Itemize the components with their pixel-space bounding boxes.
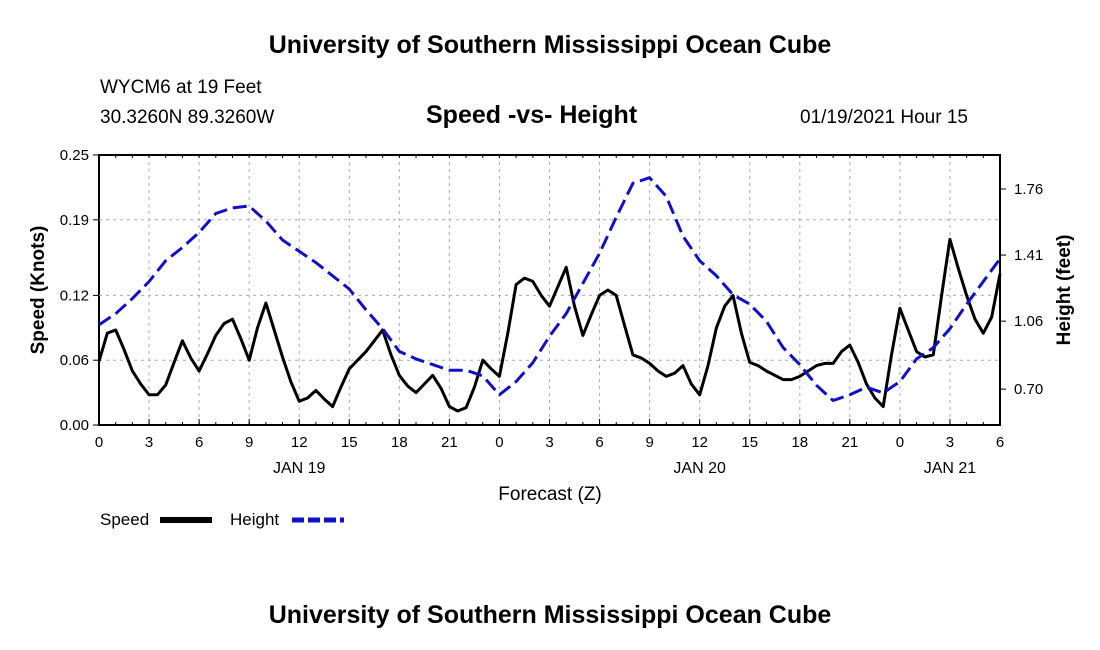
x-tick-label: 3 [145, 434, 153, 451]
station-coords: 30.3260N 89.3260W [100, 107, 275, 128]
x-tick-label: 3 [946, 434, 954, 451]
grid [99, 155, 1000, 425]
x-tick-label: 6 [595, 434, 603, 451]
legend-speed-label: Speed [100, 510, 149, 529]
speed-series-line [97, 237, 1002, 413]
header-title: University of Southern Mississippi Ocean… [268, 31, 832, 59]
station-name: WYCM6 at 19 Feet [100, 77, 262, 98]
x-tick-label: 9 [645, 434, 653, 451]
footer-title: University of Southern Mississippi Ocean… [268, 601, 832, 629]
x-tick-label: 3 [545, 434, 553, 451]
y-tick-label: 0.25 [60, 147, 89, 164]
y-axis-label: Speed (Knots) [28, 226, 49, 355]
x-tick-label: 18 [391, 434, 408, 451]
x-tick-label: 0 [495, 434, 503, 451]
axis-ticks: 0 3 6 9 12 15 18 21 0 3 6 9 12 15 18 21 0 3 6 JAN 19 JAN 20 J… [60, 147, 1043, 477]
day-label: JAN 20 [673, 460, 726, 477]
x-tick-label: 12 [691, 434, 708, 451]
x-tick-label: 0 [896, 434, 904, 451]
x-tick-label: 15 [741, 434, 758, 451]
height-series-line [98, 176, 1002, 402]
y2-axis-label: Height (feet) [1054, 235, 1075, 346]
series-layer [97, 176, 1002, 413]
y-tick-label: 0.00 [60, 417, 89, 434]
day-label: JAN 19 [273, 460, 326, 477]
x-axis-label: Forecast (Z) [498, 484, 601, 505]
timestamp: 01/19/2021 Hour 15 [800, 107, 968, 128]
x-tick-label: 6 [195, 434, 203, 451]
legend: Speed Height [100, 510, 344, 529]
x-tick-label: 21 [441, 434, 458, 451]
x-tick-label: 0 [95, 434, 103, 451]
y2-tick-label: 1.06 [1014, 313, 1043, 330]
y2-tick-label: 1.41 [1014, 247, 1043, 264]
y-tick-label: 0.12 [60, 287, 89, 304]
legend-height-label: Height [230, 510, 279, 529]
x-tick-label: 6 [996, 434, 1004, 451]
x-tick-label: 12 [291, 434, 308, 451]
y2-tick-label: 1.76 [1014, 181, 1043, 198]
chart-title: Speed -vs- Height [426, 101, 638, 129]
y2-tick-label: 0.70 [1014, 381, 1043, 398]
day-label: JAN 21 [924, 460, 977, 477]
y-tick-label: 0.06 [60, 352, 89, 369]
x-tick-label: 18 [791, 434, 808, 451]
x-tick-label: 9 [245, 434, 253, 451]
x-tick-label: 15 [341, 434, 358, 451]
y-tick-label: 0.19 [60, 212, 89, 229]
x-tick-label: 21 [841, 434, 858, 451]
